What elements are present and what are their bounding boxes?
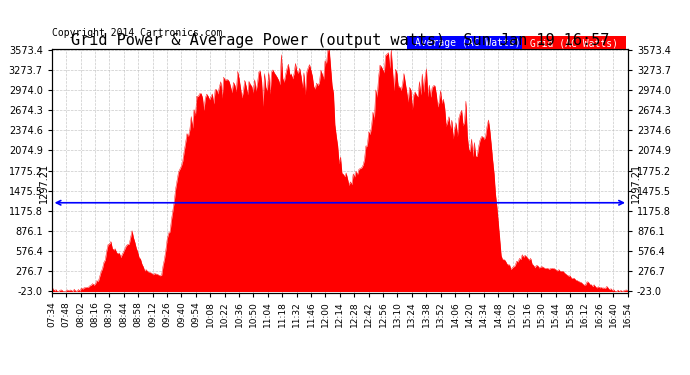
Text: Copyright 2014 Cartronics.com: Copyright 2014 Cartronics.com	[52, 27, 222, 38]
Text: 1297.21: 1297.21	[631, 163, 641, 203]
Text: Grid (AC Watts): Grid (AC Watts)	[524, 38, 624, 48]
Text: 1297.21: 1297.21	[39, 163, 49, 203]
Title: Grid Power & Average Power (output watts)  Sun Jan 19 16:57: Grid Power & Average Power (output watts…	[70, 33, 609, 48]
Text: Average (AC Watts): Average (AC Watts)	[409, 38, 526, 48]
